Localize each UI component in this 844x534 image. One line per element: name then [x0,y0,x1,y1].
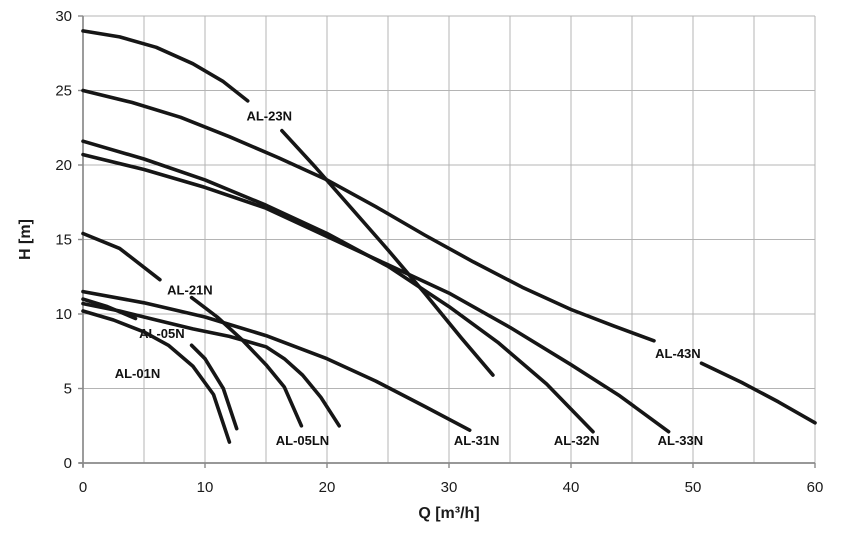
curve-AL-01N [81,309,232,444]
curve-label-AL-21N: AL-21N [167,283,213,298]
y-tick-label: 5 [64,381,72,398]
curve-label-AL-43N: AL-43N [655,346,701,361]
curve-AL-21N [189,295,304,428]
curve-AL-05N [189,343,239,431]
curve-AL-33N [81,152,671,434]
x-tick-label: 20 [319,479,336,496]
x-tick-label: 40 [563,479,580,496]
y-tick-label: 10 [55,306,72,323]
curve-AL-23N [280,128,495,377]
x-tick-label: 50 [685,479,702,496]
curve-label-AL-05LN: AL-05LN [276,433,329,448]
y-tick-label: 0 [64,455,72,472]
x-tick-label: 10 [197,479,214,496]
x-tick-label: 60 [807,479,824,496]
y-tick-label: 15 [55,232,72,249]
y-tick-label: 20 [55,157,72,174]
curve-AL-43N [699,361,817,425]
curve-AL-05N [81,297,138,321]
curve-AL-21N [81,231,162,282]
x-axis-title: Q [m³/h] [418,505,479,522]
curve-label-AL-23N: AL-23N [246,108,292,123]
y-tick-label: 30 [55,8,72,25]
curve-label-AL-31N: AL-31N [454,433,500,448]
curve-label-AL-33N: AL-33N [658,433,704,448]
y-axis-title: H [m] [17,219,34,260]
y-tick-label: 25 [55,83,72,100]
curve-AL-31N [81,289,472,433]
curve-label-AL-01N: AL-01N [115,366,161,381]
x-tick-label: 30 [441,479,458,496]
curve-label-AL-32N: AL-32N [554,433,600,448]
curve-AL-05LN [81,301,342,428]
curve-AL-43N [81,88,656,343]
x-tick-label: 0 [79,479,87,496]
curve-AL-23N [81,29,250,103]
